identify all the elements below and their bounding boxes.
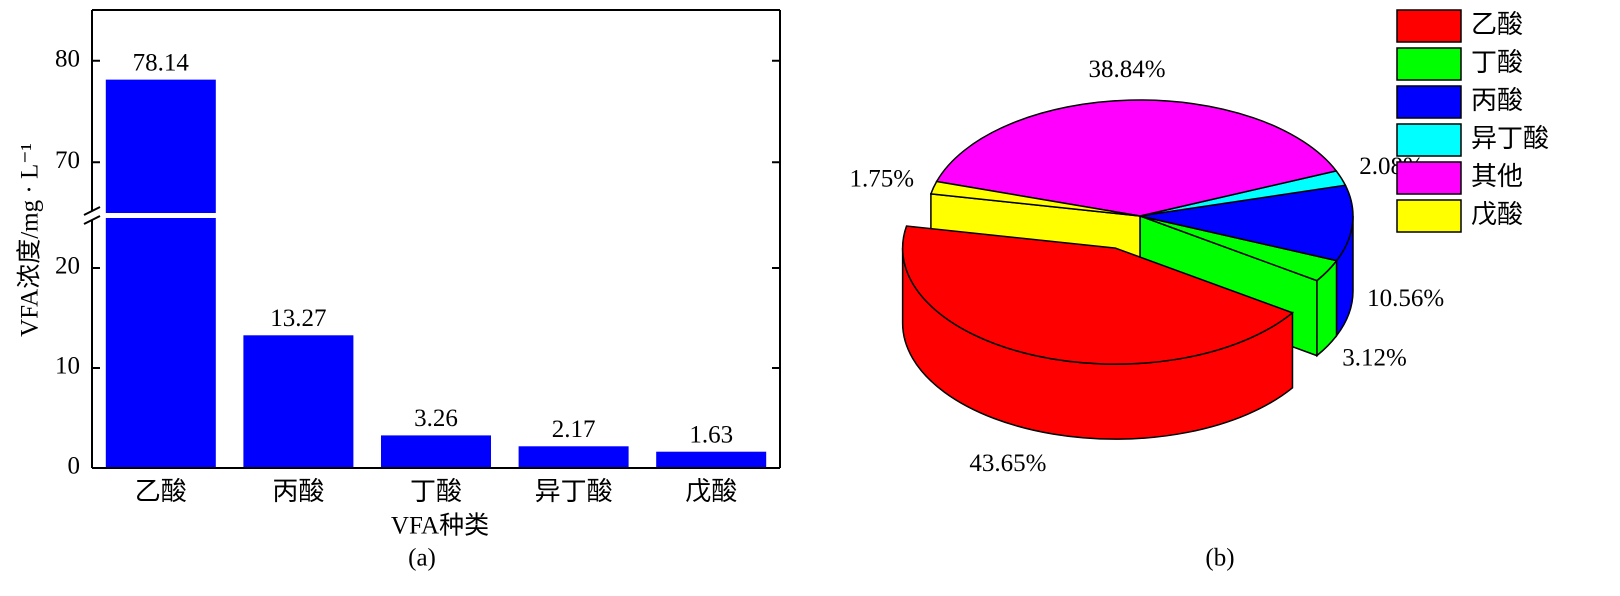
y-tick-label: 20	[55, 253, 80, 280]
x-tick-label: 乙酸	[135, 477, 187, 506]
legend-label: 戊酸	[1471, 200, 1523, 229]
axis-break	[83, 206, 101, 216]
x-axis-label: VFA种类	[391, 512, 489, 540]
legend-label: 其他	[1471, 162, 1523, 191]
pie-slice	[901, 225, 1294, 365]
data-label: 38.84%	[1089, 56, 1166, 83]
data-label: 43.65%	[969, 450, 1046, 477]
legend-swatch	[1396, 161, 1462, 195]
x-tick-label: 异丁酸	[535, 477, 613, 506]
x-tick-label: 丙酸	[272, 477, 324, 506]
pie-slice	[1139, 184, 1354, 262]
y-tick-label: 80	[55, 45, 80, 72]
legend-label: 丁酸	[1471, 48, 1523, 77]
legend-label: 丙酸	[1471, 86, 1523, 115]
legend-swatch	[1396, 199, 1462, 233]
legend-swatch	[1396, 85, 1462, 119]
legend-swatch	[1396, 123, 1462, 157]
bar	[243, 335, 354, 468]
x-tick-label: 戊酸	[685, 477, 737, 506]
pie-slice	[935, 99, 1338, 217]
bar	[381, 435, 491, 468]
caption: (b)	[1205, 545, 1234, 572]
y-tick-label: 0	[68, 453, 81, 480]
legend-swatch	[1396, 47, 1462, 81]
bar	[656, 451, 767, 468]
y-axis-label: VFA浓度/mg · L⁻¹	[16, 143, 44, 337]
pie-slice	[929, 180, 1141, 217]
data-label: 10.56%	[1367, 285, 1444, 312]
value-label: 78.14	[133, 49, 190, 76]
value-label: 2.17	[552, 416, 596, 443]
bar	[105, 79, 216, 213]
legend-label: 异丁酸	[1471, 124, 1549, 153]
y-tick-label: 10	[55, 353, 80, 380]
bar	[518, 446, 629, 468]
legend-label: 乙酸	[1471, 10, 1523, 39]
axis-break	[83, 215, 101, 225]
caption: (a)	[408, 545, 436, 572]
data-label: 3.12%	[1342, 344, 1407, 371]
data-label: 1.75%	[850, 165, 915, 192]
value-label: 3.26	[414, 405, 458, 432]
y-tick-label: 70	[55, 147, 80, 174]
value-label: 1.63	[689, 421, 733, 448]
legend-swatch	[1396, 9, 1462, 43]
bar	[105, 218, 216, 468]
value-label: 13.27	[270, 305, 326, 332]
x-tick-label: 丁酸	[410, 477, 462, 506]
